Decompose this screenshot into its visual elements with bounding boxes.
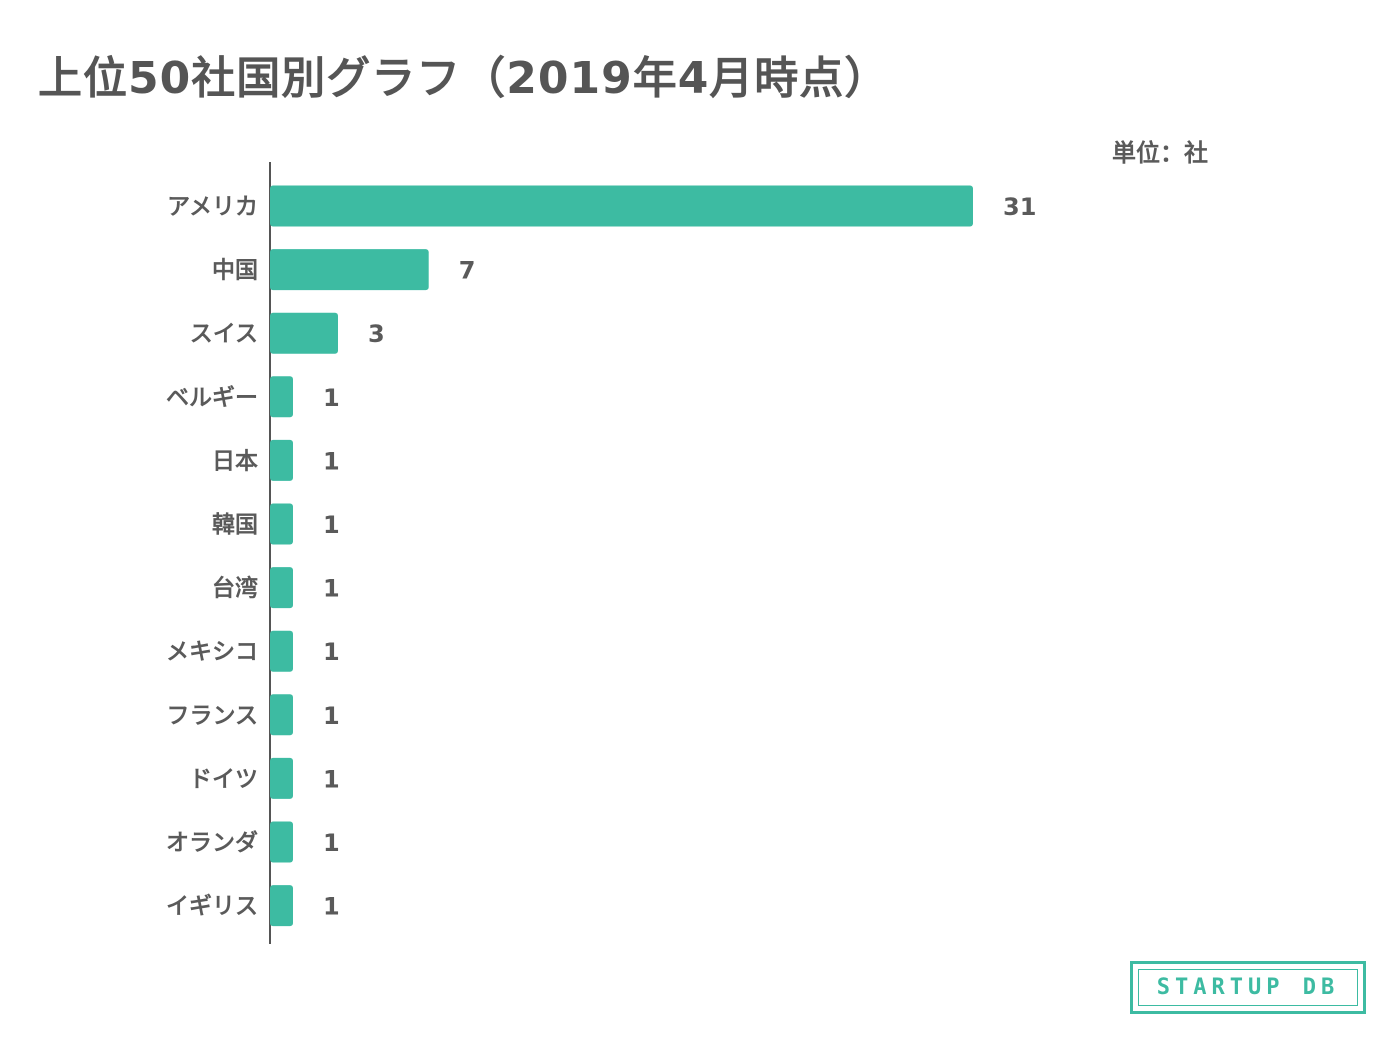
bar — [270, 249, 429, 291]
category-label: フランス — [166, 703, 258, 729]
value-label: 1 — [323, 638, 340, 666]
value-label: 1 — [323, 829, 340, 857]
bar — [270, 694, 293, 736]
value-label: 3 — [368, 320, 385, 348]
category-label: 韓国 — [212, 511, 258, 538]
bar — [270, 376, 293, 418]
category-label: 台湾 — [212, 575, 258, 602]
category-label: メキシコ — [166, 639, 258, 665]
value-label: 1 — [323, 384, 340, 412]
value-label: 1 — [323, 575, 340, 603]
bar — [270, 439, 293, 481]
value-label: 7 — [459, 257, 476, 285]
value-label: 1 — [323, 765, 340, 793]
bar — [270, 567, 293, 609]
category-label: ドイツ — [189, 766, 258, 792]
category-label: スイス — [190, 321, 258, 347]
category-label: 中国 — [212, 258, 258, 284]
bar — [270, 503, 293, 545]
category-label: アメリカ — [167, 194, 258, 220]
logo-text: STARTUP DB — [1156, 975, 1340, 1000]
bar — [270, 757, 293, 799]
bar — [270, 630, 293, 672]
value-label: 1 — [323, 893, 340, 921]
category-label: ベルギー — [166, 385, 258, 411]
value-label: 1 — [323, 447, 340, 475]
value-label: 1 — [323, 511, 340, 539]
value-label: 1 — [323, 702, 340, 730]
bar — [270, 185, 973, 227]
bar — [270, 312, 338, 354]
category-label: 日本 — [212, 448, 258, 474]
bar — [270, 821, 293, 863]
startup-db-logo: STARTUP DB — [1130, 961, 1366, 1014]
category-label: イギリス — [166, 894, 258, 920]
bar — [270, 885, 293, 927]
category-label: オランダ — [166, 829, 258, 856]
chart-title: 上位50社国別グラフ（2019年4月時点） — [38, 53, 890, 104]
value-label: 31 — [1003, 193, 1036, 221]
unit-label: 単位：社 — [1112, 139, 1208, 167]
